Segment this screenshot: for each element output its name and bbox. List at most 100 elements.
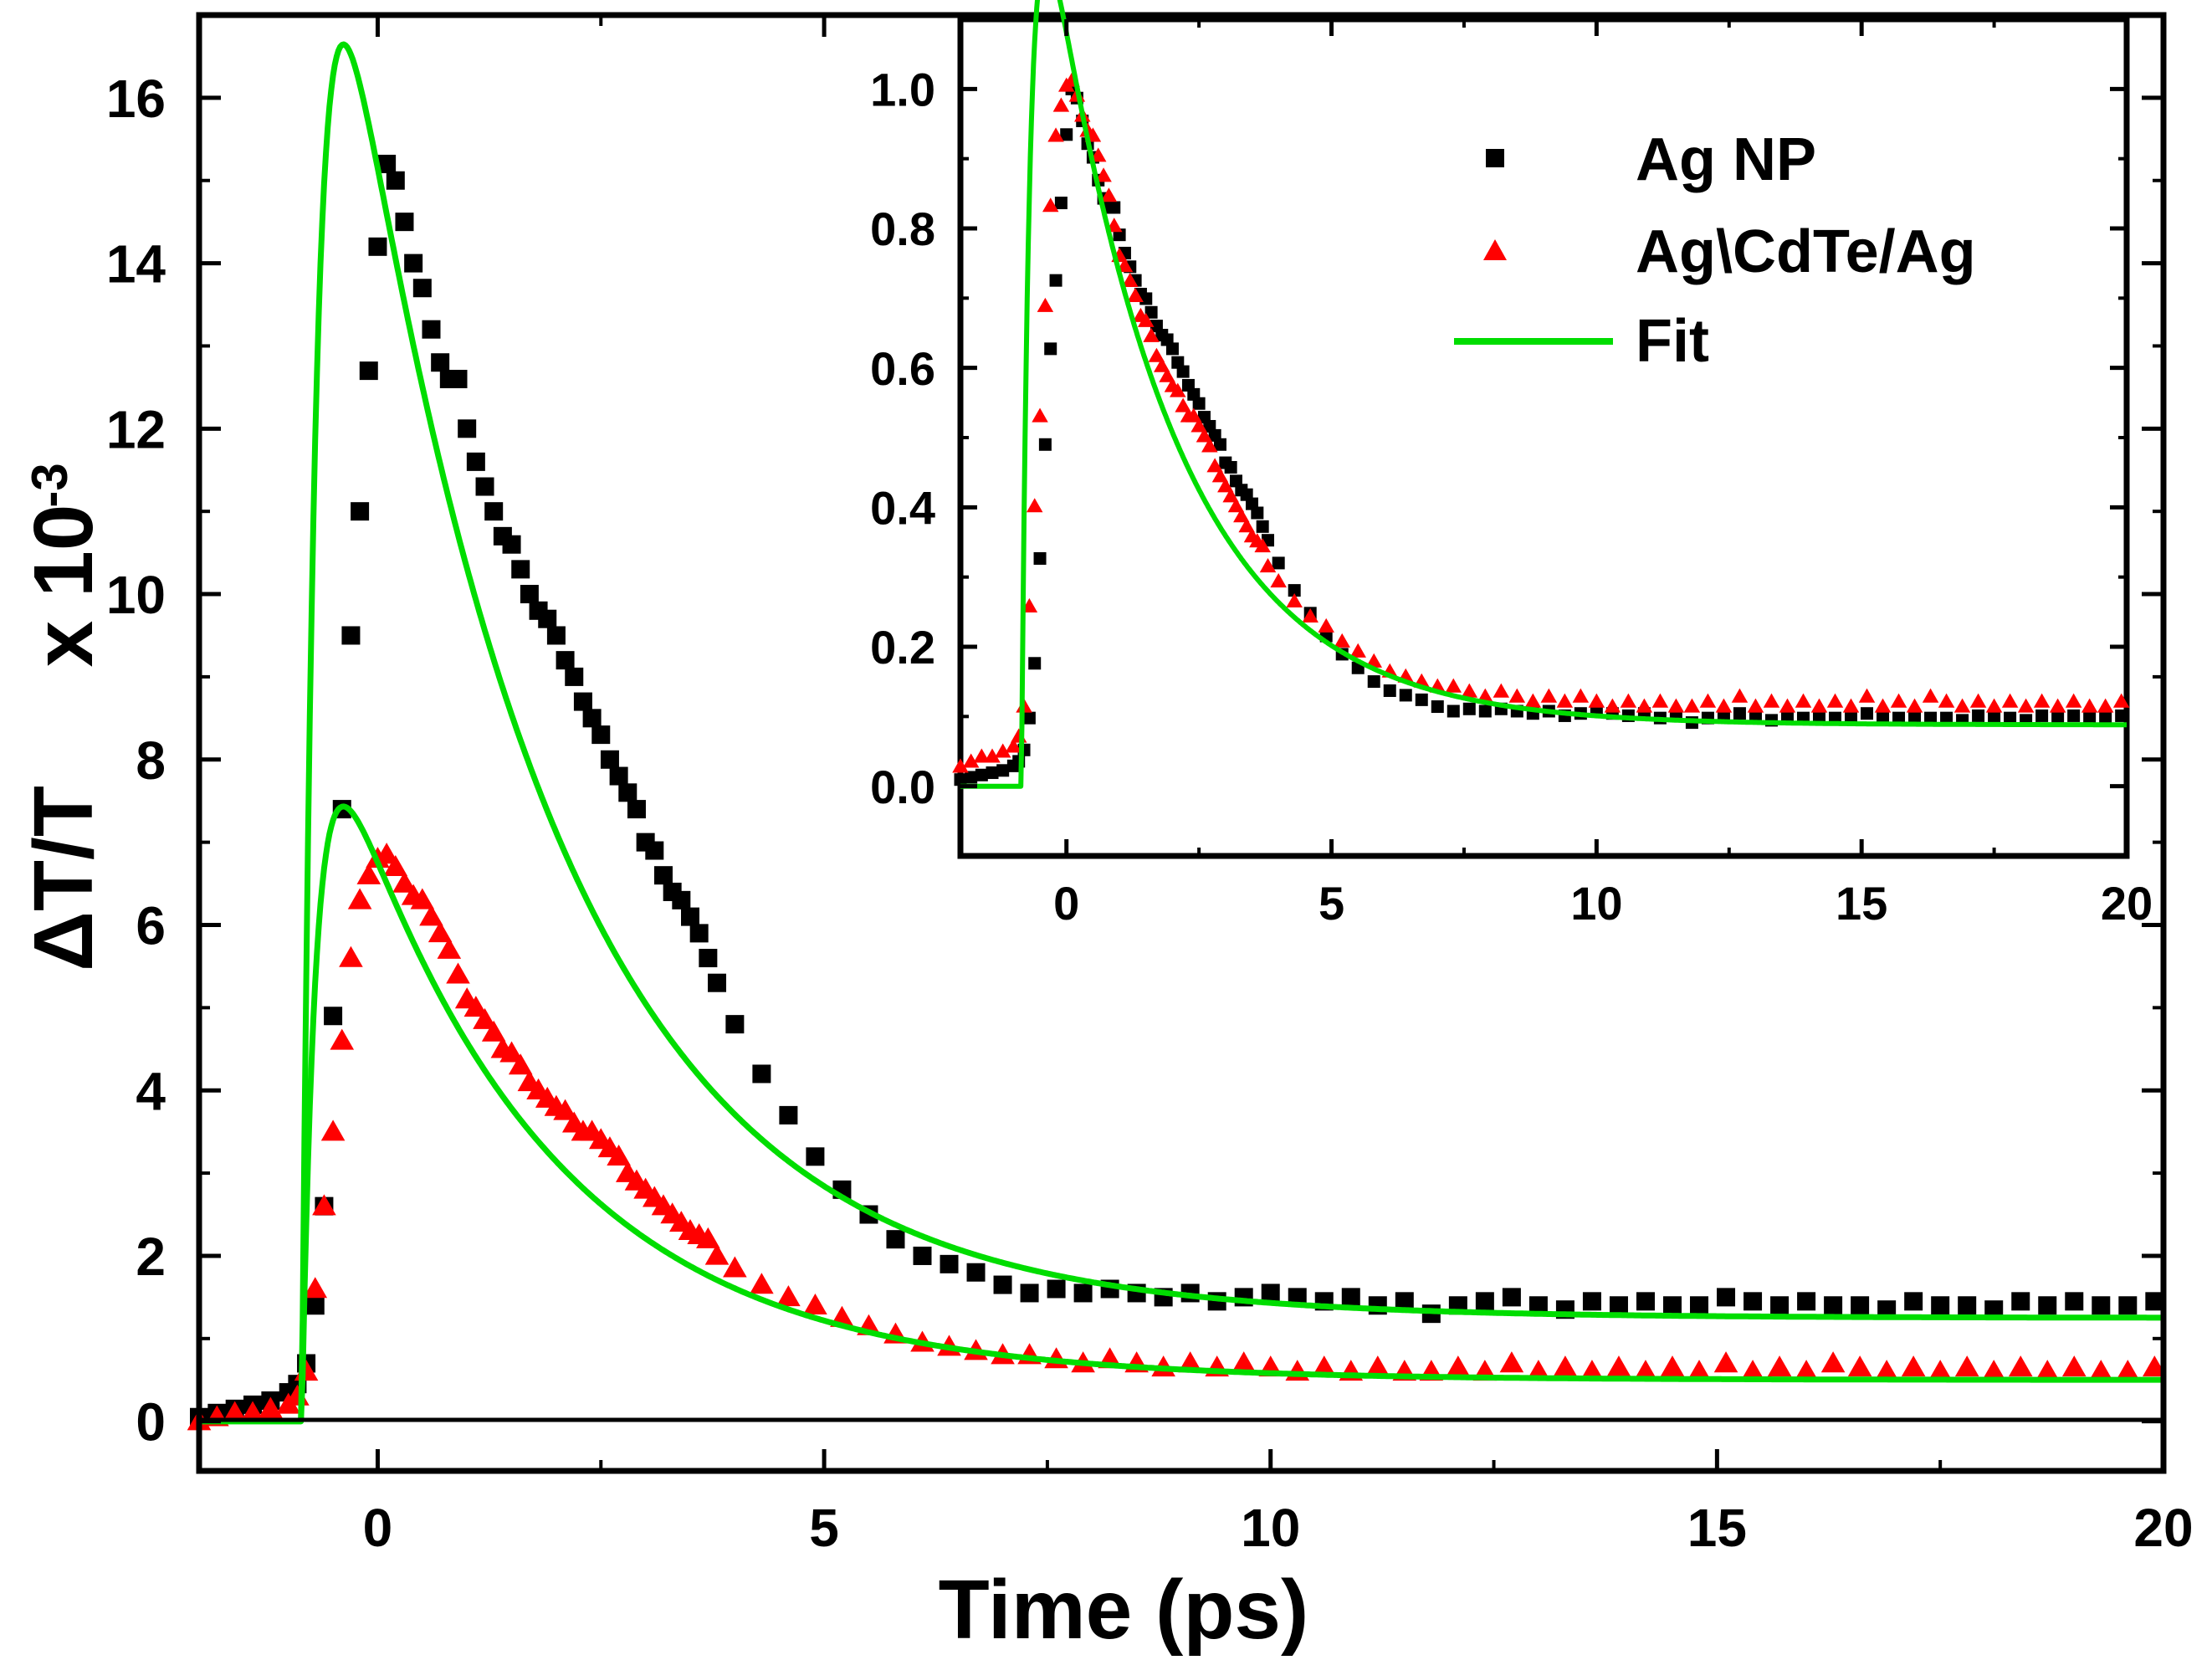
- data-point-inset-ag-cdte-ag: [1159, 367, 1175, 382]
- data-point-inset-ag-cdte-ag: [2081, 698, 2098, 713]
- y-tick-label: 0.4: [870, 481, 935, 534]
- data-point-inset-ag-np: [1717, 709, 1730, 722]
- main-chart: 0 5 10 15 20 0 2 4 6 8 10 12 14 16 Time (ps) ΔT/T x 1…: [17, 12, 2194, 1657]
- data-point-ag-np: [653, 866, 673, 885]
- data-point-inset-ag-np: [965, 771, 978, 784]
- data-point-ag-np: [573, 692, 592, 711]
- data-point-ag-np: [708, 973, 727, 992]
- inset-axes: 0 5 10 15 20 0.0 0.2 0.4 0.6 0.8 1.0: [870, 19, 2153, 930]
- data-point-inset-ag-cdte-ag: [1683, 698, 1701, 713]
- data-point-inset-ag-cdte-ag: [1906, 698, 1923, 713]
- data-point-inset-ag-np: [1845, 711, 1858, 725]
- data-point-inset-ag-np: [1462, 702, 1476, 715]
- data-point-ag-np: [681, 907, 699, 926]
- data-point-inset-ag-cdte-ag: [1524, 693, 1542, 708]
- data-point-ag-np: [502, 535, 521, 554]
- main-axes: 0 5 10 15 20 0 2 4 6 8 10 12 14 16: [106, 15, 2194, 1558]
- data-point-ag-cdte-ag: [392, 871, 417, 893]
- legend-label-fit: Fit: [1636, 308, 1709, 375]
- data-point-inset-ag-cdte-ag: [1508, 688, 1526, 703]
- data-point-ag-np: [627, 800, 646, 819]
- data-point-ag-cdte-ag: [750, 1273, 774, 1294]
- data-point-ag-cdte-ag: [803, 1293, 827, 1314]
- data-point-inset-ag-cdte-ag: [2033, 693, 2051, 708]
- data-point-ag-np: [2118, 1296, 2138, 1315]
- data-point-ag-cdte-ag: [553, 1099, 577, 1120]
- data-point-inset-ag-cdte-ag: [1969, 693, 1987, 708]
- data-point-inset-ag-cdte-ag: [1715, 698, 1733, 713]
- legend-marker-ag-np: [1486, 149, 1504, 167]
- data-point-ag-np: [1931, 1296, 1950, 1315]
- data-point-ag-np: [1851, 1296, 1870, 1315]
- y-tick-label: 2: [136, 1227, 166, 1287]
- data-point-inset-ag-cdte-ag: [1540, 688, 1558, 703]
- data-point-ag-np: [886, 1230, 905, 1249]
- data-point-ag-np: [591, 725, 611, 745]
- data-point-inset-ag-cdte-ag: [1795, 693, 1812, 708]
- data-point-inset-ag-cdte-ag: [1334, 633, 1350, 648]
- data-point-ag-np: [2092, 1296, 2111, 1315]
- data-point-ag-np: [806, 1147, 825, 1166]
- data-point-ag-np: [1261, 1283, 1280, 1303]
- data-point-ag-cdte-ag: [223, 1401, 247, 1422]
- data-point-inset-ag-cdte-ag: [1826, 693, 1844, 708]
- data-point-ag-cdte-ag: [303, 1277, 328, 1299]
- data-point-inset-ag-cdte-ag: [984, 748, 1001, 763]
- data-point-ag-np: [1717, 1288, 1736, 1307]
- data-point-inset-ag-cdte-ag: [1302, 607, 1318, 622]
- data-point-inset-ag-np: [986, 766, 999, 780]
- data-point-ag-np: [940, 1254, 959, 1273]
- data-point-ag-cdte-ag: [240, 1401, 265, 1422]
- data-point-ag-np: [431, 353, 450, 372]
- data-point-inset-ag-cdte-ag: [1238, 518, 1255, 533]
- data-point-ag-np: [1341, 1288, 1360, 1307]
- data-point-ag-np: [412, 279, 432, 298]
- data-point-inset-ag-cdte-ag: [1572, 688, 1590, 703]
- y-tick-label: 10: [106, 565, 166, 625]
- data-point-inset-ag-cdte-ag: [1604, 698, 1621, 713]
- data-point-inset-ag-cdte-ag: [1052, 97, 1070, 112]
- data-point-inset-ag-cdte-ag: [1190, 418, 1207, 433]
- data-point-ag-np: [458, 419, 477, 438]
- data-point-ag-np: [1020, 1283, 1039, 1303]
- data-point-ag-np: [1984, 1300, 2004, 1319]
- data-point-ag-cdte-ag: [508, 1053, 533, 1075]
- fit-line: [959, 0, 2128, 789]
- data-point-inset-ag-np: [2067, 709, 2081, 722]
- data-point-ag-cdte-ag: [723, 1256, 747, 1278]
- data-point-inset-ag-cdte-ag: [1953, 698, 1971, 713]
- data-point-ag-cdte-ag: [446, 962, 470, 984]
- data-point-ag-np: [993, 1275, 1012, 1294]
- data-point-ag-cdte-ag: [437, 937, 462, 959]
- data-point-inset-ag-np: [975, 768, 988, 781]
- data-point-ag-np: [359, 361, 378, 381]
- data-point-inset-ag-np: [1478, 704, 1492, 718]
- data-point-inset-ag-np: [1812, 709, 1825, 722]
- data-point-inset-ag-cdte-ag: [1222, 488, 1239, 503]
- y-axis-label: ΔT/T: [17, 786, 110, 971]
- y-tick-label: 0: [136, 1392, 166, 1452]
- y-tick-label: 1.0: [870, 63, 935, 115]
- data-point-inset-ag-cdte-ag: [1747, 698, 1764, 713]
- data-point-inset-ag-cdte-ag: [2065, 693, 2082, 708]
- data-point-inset-ag-cdte-ag: [1270, 573, 1287, 588]
- data-point-inset-ag-np: [2083, 711, 2097, 725]
- data-point-inset-ag-np: [1054, 197, 1068, 210]
- data-point-ag-cdte-ag: [1901, 1355, 1926, 1377]
- y-tick-label: 0.6: [870, 342, 935, 395]
- data-point-ag-np: [368, 237, 387, 256]
- data-point-ag-np: [395, 213, 414, 232]
- data-point-inset-ag-cdte-ag: [1779, 698, 1796, 713]
- data-point-ag-np: [422, 320, 441, 339]
- data-point-ag-cdte-ag: [1633, 1360, 1658, 1381]
- data-point-ag-np: [1528, 1296, 1548, 1315]
- data-point-inset-ag-cdte-ag: [1227, 498, 1245, 513]
- y-tick-label: 0.0: [870, 761, 935, 813]
- data-point-inset-ag-cdte-ag: [962, 753, 980, 768]
- data-point-ag-np: [448, 370, 468, 388]
- y-tick-label: 16: [106, 69, 166, 129]
- data-point-inset-ag-cdte-ag: [1100, 187, 1118, 202]
- data-point-inset-ag-np: [1415, 693, 1428, 706]
- data-point-ag-np: [1636, 1292, 1655, 1311]
- data-point-ag-np: [341, 626, 361, 645]
